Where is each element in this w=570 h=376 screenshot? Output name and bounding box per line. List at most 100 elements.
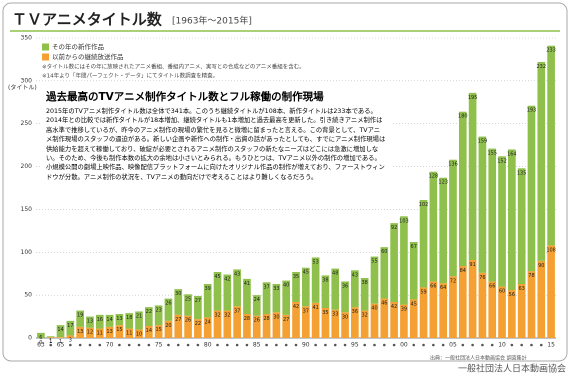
value-label: 1 [49,338,52,344]
x-tick-dot [216,343,219,347]
x-tick-dot [510,343,514,347]
value-label: 1 [49,339,52,345]
value-label: 123 [438,180,448,186]
x-tick-dot [88,343,92,347]
value-label: 24 [205,319,211,325]
value-label: 30 [175,291,181,297]
value-label: 17 [67,323,73,329]
value-label: 6 [39,335,42,341]
value-label: 37 [234,308,240,314]
x-tick-dot [275,343,278,347]
bar-segment [311,302,320,338]
value-label: 25 [185,296,191,302]
bar-segment [46,337,55,338]
value-label: 36 [352,309,358,315]
bar-segment [272,312,281,338]
bar-segment [449,159,457,277]
value-label: 14 [57,327,63,333]
bar-segment [537,260,546,338]
value-label: 14 [146,328,152,334]
value-label: 152 [497,158,507,164]
value-label: 45 [214,274,220,280]
bar-segment [311,257,320,303]
bar-segment [76,310,84,327]
value-label: 27 [195,298,201,304]
y-tick-label: 350 [21,35,33,42]
bar-segment [37,332,45,338]
bar-segment [174,314,183,338]
bar-segment [370,256,379,304]
bar-segment [252,315,261,338]
value-label: 39 [401,307,407,313]
x-tick-dot [530,343,533,347]
value-label: 32 [361,313,367,319]
value-label: 30 [273,314,279,320]
bar-segment [380,247,389,299]
value-label: 66 [489,283,495,289]
value-label: 11 [126,331,132,337]
bar-segment [468,260,477,338]
bar-segment [458,111,467,266]
bar-segment [351,307,359,338]
value-label: 15 [116,327,122,333]
bar-segment [115,314,124,326]
bar-segment [203,284,212,318]
note: ※14年より「年間パーフェクト・データ」にてタイトル数調査を精査。 [42,72,218,80]
value-label: 84 [460,268,466,274]
value-label: 232 [537,64,547,70]
bar-segment [223,274,232,311]
value-label: 18 [126,315,132,321]
bar-segment [282,280,291,315]
bar-segment [517,284,526,338]
bar-segment [488,148,497,282]
value-label: 103 [399,218,409,224]
value-label: 13 [77,329,83,335]
value-label: 35 [293,274,299,280]
bar-segment [233,269,241,307]
value-label: 135 [517,170,527,176]
x-tick-dot [118,343,121,347]
x-tick-dot [196,343,200,347]
value-label: 193 [527,108,537,114]
bar-segment [419,287,428,338]
value-label: 42 [391,304,397,310]
x-tick-dot [422,343,425,347]
bar-segment [46,336,55,338]
value-label: 33 [332,312,338,318]
bar-segment [458,266,467,338]
bar-segment [508,149,516,290]
y-tick-label: 100 [21,249,33,256]
value-label: 10 [136,331,142,337]
x-tick-label: 75 [155,342,163,349]
value-label: 46 [381,301,387,307]
bar-segment [243,314,251,338]
legend-swatch [42,53,49,61]
value-label: 43 [234,271,240,277]
bar-segment [439,283,447,338]
value-label: 0 [39,340,42,346]
x-tick-label: 63 [37,342,45,349]
value-label: 23 [155,307,161,313]
x-tick-dot [520,343,523,347]
bar-segment [370,303,379,338]
bar-segment [508,290,516,338]
bar-segment [321,308,330,338]
legend-label: 以前からの継続放送作品 [52,52,124,61]
value-label: 45 [411,301,417,307]
bar-segment [154,325,163,338]
x-tick-dot [78,343,82,347]
y-axis-label: (タイトル) [8,84,37,92]
bar-segment [537,62,546,261]
bar-segment [517,168,526,284]
value-label: 32 [214,313,220,319]
bar-segment [194,296,202,320]
x-tick-label: 05 [449,342,457,349]
value-label: 20 [165,323,171,329]
x-tick-dot [432,343,435,347]
x-tick-dot [333,343,337,347]
y-tick-label: 300 [21,77,33,84]
bar-segment [390,302,398,338]
bar-segment [341,281,349,313]
bar-segment [213,310,222,338]
